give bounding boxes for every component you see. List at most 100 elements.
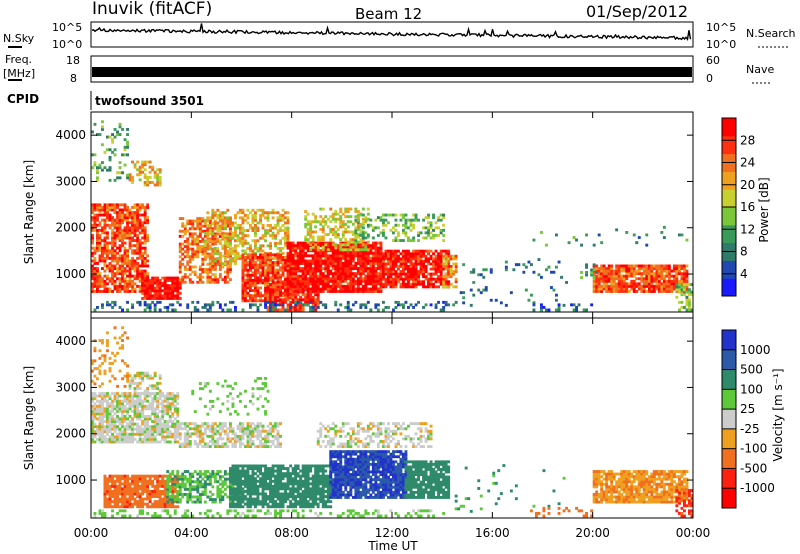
heatmap-cell xyxy=(597,279,601,283)
heatmap-cell xyxy=(91,287,94,291)
heatmap-cell xyxy=(103,256,107,260)
heatmap-cell xyxy=(444,275,448,279)
heatmap-cell xyxy=(329,277,333,281)
heatmap-cell xyxy=(417,254,420,258)
heatmap-cell xyxy=(239,216,242,220)
heatmap-cell xyxy=(359,287,363,291)
heatmap-cell xyxy=(123,432,127,436)
heatmap-cell xyxy=(399,262,403,266)
heatmap-cell xyxy=(108,287,112,291)
heatmap-cell xyxy=(193,242,197,246)
heatmap-cell xyxy=(113,249,117,253)
heatmap-cell xyxy=(196,255,200,259)
heatmap-cell xyxy=(369,287,373,291)
heatmap-cell xyxy=(126,143,129,147)
heatmap-cell xyxy=(356,215,360,219)
heatmap-cell xyxy=(146,234,150,237)
heatmap-cell xyxy=(296,287,300,291)
heatmap-cell xyxy=(414,213,418,217)
heatmap-cell xyxy=(128,432,132,436)
heatmap-cell xyxy=(126,274,129,278)
heatmap-cell xyxy=(241,241,245,245)
heatmap-cell xyxy=(156,415,160,418)
heatmap-cell xyxy=(171,276,175,280)
heatmap-cell xyxy=(321,284,325,288)
heatmap-cell xyxy=(249,284,252,287)
heatmap-cell xyxy=(133,206,137,209)
heatmap-cell xyxy=(156,175,160,179)
heatmap-cell xyxy=(121,422,124,426)
heatmap-cell xyxy=(334,225,338,229)
heatmap-cell xyxy=(151,300,155,304)
heatmap-cell xyxy=(432,285,435,289)
heatmap-cell xyxy=(91,274,94,278)
heatmap-cell xyxy=(158,409,162,413)
heatmap-cell xyxy=(397,254,400,258)
heatmap-cell xyxy=(382,285,385,289)
heatmap-cell xyxy=(254,291,257,295)
heatmap-cell xyxy=(244,252,247,255)
heatmap-cell xyxy=(667,279,671,283)
heatmap-cell xyxy=(349,284,353,288)
heatmap-cell xyxy=(678,290,681,294)
heatmap-cell xyxy=(404,254,408,258)
heatmap-cell xyxy=(254,218,257,222)
heatmap-cell xyxy=(146,420,150,423)
heatmap-cell xyxy=(101,399,104,403)
heatmap-cell xyxy=(301,308,305,312)
heatmap-cell xyxy=(276,285,280,289)
heatmap-cell xyxy=(148,160,152,164)
heatmap-cell xyxy=(128,208,132,212)
heatmap-cell xyxy=(266,278,270,281)
heatmap-cell xyxy=(592,272,596,276)
heatmap-cell xyxy=(93,397,97,401)
heatmap-cell xyxy=(294,264,298,268)
heatmap-cell xyxy=(281,294,285,298)
heatmap-cell xyxy=(281,306,285,309)
heatmap-cell xyxy=(444,300,448,304)
heatmap-cell xyxy=(116,221,119,225)
heatmap-cell xyxy=(98,430,102,434)
heatmap-cell xyxy=(449,272,453,276)
heatmap-cell xyxy=(334,262,338,265)
heatmap-cell xyxy=(279,213,282,217)
heatmap-cell xyxy=(379,275,383,279)
heatmap-cell xyxy=(326,246,330,250)
heatmap-cell xyxy=(254,253,257,257)
heatmap-cell xyxy=(286,266,290,270)
colorbar-tick-label: 16 xyxy=(740,200,755,214)
heatmap-cell xyxy=(128,272,132,276)
heatmap-cell xyxy=(454,270,458,273)
heatmap-cell xyxy=(143,437,147,441)
heatmap-cell xyxy=(191,280,195,284)
heatmap-cell xyxy=(482,268,486,272)
heatmap-cell xyxy=(131,492,134,496)
heatmap-cell xyxy=(123,234,127,237)
heatmap-cell xyxy=(106,208,109,212)
heatmap-cell xyxy=(419,254,423,258)
heatmap-cell xyxy=(103,166,107,170)
heatmap-cell xyxy=(404,234,408,237)
heatmap-cell xyxy=(126,432,129,436)
heatmap-cell xyxy=(266,306,270,309)
heatmap-cell xyxy=(143,168,147,172)
heatmap-cell xyxy=(176,415,180,418)
heatmap-cell xyxy=(141,291,145,295)
heatmap-cell xyxy=(412,265,415,268)
heatmap-cell xyxy=(226,224,230,228)
heatmap-cell xyxy=(597,282,601,286)
heatmap-cell xyxy=(116,234,119,237)
heatmap-cell xyxy=(101,437,104,441)
heatmap-cell xyxy=(241,261,245,264)
heatmap-cell xyxy=(489,298,493,302)
heatmap-cell xyxy=(118,407,122,411)
heatmap-cell xyxy=(630,274,634,278)
heatmap-cell xyxy=(299,300,303,304)
heatmap-cell xyxy=(650,290,654,293)
heatmap-cell xyxy=(118,249,122,253)
heatmap-cell xyxy=(216,300,220,304)
heatmap-cell xyxy=(409,228,413,232)
heatmap-cell xyxy=(146,392,150,395)
heatmap-cell xyxy=(437,285,440,289)
heatmap-cell xyxy=(442,234,446,237)
